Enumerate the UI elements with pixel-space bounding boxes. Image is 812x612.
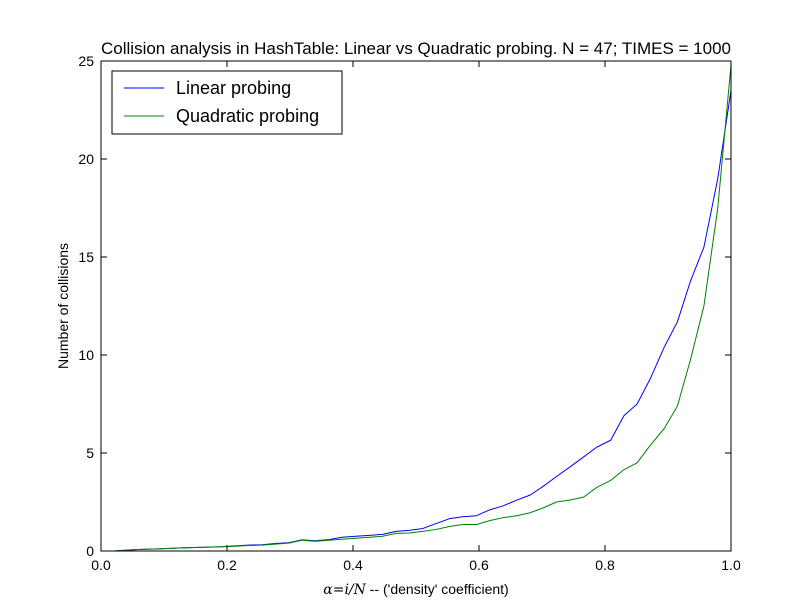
x-tick-label: 0.4 [343, 557, 363, 573]
y-tick-label: 15 [78, 249, 94, 265]
x-tick-label: 0.6 [469, 557, 489, 573]
x-tick-label: 0.8 [595, 557, 615, 573]
x-axis-label-math: α=i/N [323, 582, 366, 598]
legend-box [111, 70, 343, 135]
y-tick-label: 0 [86, 543, 94, 559]
legend: Linear probing Quadratic probing [111, 70, 343, 135]
chart-title: Collision analysis in HashTable: Linear … [101, 39, 731, 58]
x-tick-label: 1.0 [721, 557, 741, 573]
series-layer [114, 64, 732, 552]
series-line-linear [114, 90, 732, 552]
series-line-quadratic [114, 64, 732, 552]
y-tick-label: 25 [78, 53, 94, 69]
y-tick-label: 10 [78, 347, 94, 363]
y-axis-label: Number of collisions [55, 243, 71, 369]
x-tick-label: 0.0 [91, 557, 111, 573]
y-tick-label: 5 [86, 445, 94, 461]
ticks-layer: 0.0 0.2 0.4 0.6 0.8 1.0 0 5 10 15 20 25 [78, 53, 741, 573]
y-tick-label: 20 [78, 151, 94, 167]
plot-frame [100, 60, 732, 552]
plot-area: 0.0 0.2 0.4 0.6 0.8 1.0 0 5 10 15 20 25 [78, 53, 741, 573]
x-axis-label: α=i/N -- ('density' coefficient) [323, 581, 508, 598]
x-tick-label: 0.2 [217, 557, 237, 573]
legend-label-quadratic: Quadratic probing [176, 106, 319, 126]
x-axis-label-text: -- ('density' coefficient) [366, 581, 509, 597]
legend-label-linear: Linear probing [176, 78, 291, 98]
